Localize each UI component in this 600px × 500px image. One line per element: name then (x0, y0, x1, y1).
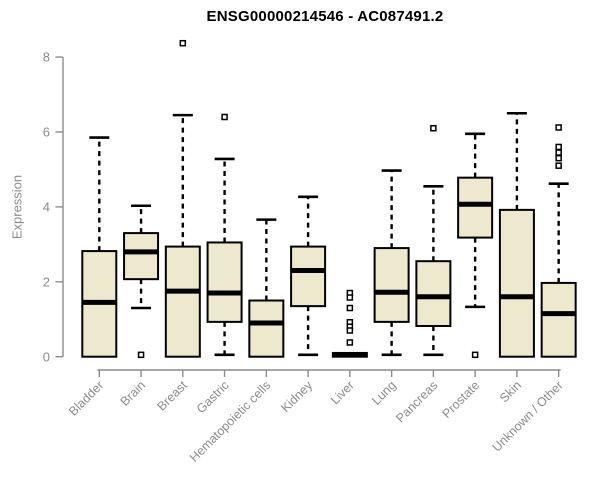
x-category-label-bladder: Bladder (66, 378, 106, 418)
y-tick-label: 0 (43, 349, 50, 364)
y-tick-label: 4 (43, 199, 50, 214)
y-tick-label: 8 (43, 50, 50, 65)
iqr-box (123, 232, 160, 281)
boxplot-prostate (457, 132, 494, 359)
iqr-box (206, 241, 243, 323)
outlier-point (471, 351, 479, 359)
outlier-point (346, 304, 354, 312)
iqr-box (540, 281, 577, 358)
chart-title: ENSG00000214546 - AC087491.2 (206, 8, 444, 25)
outlier-point (555, 149, 562, 156)
x-category-label-brain: Brain (118, 378, 149, 409)
iqr-box (164, 245, 201, 358)
iqr-box (248, 299, 285, 358)
boxplot-skin (498, 111, 535, 358)
boxplot-kidney (290, 195, 327, 357)
x-category-label-breast: Breast (154, 378, 190, 414)
outlier-point (346, 327, 354, 334)
boxplot-liver (331, 289, 368, 358)
x-category-label-kidney: Kidney (278, 378, 315, 415)
outlier-point (555, 154, 562, 162)
outlier-point (555, 162, 562, 169)
iqr-box (290, 245, 327, 308)
iqr-box (415, 260, 452, 327)
x-category-label-lung: Lung (369, 378, 399, 408)
outlier-point (555, 124, 562, 131)
x-category-label-liver: Liver (328, 378, 357, 407)
boxplot-lung (373, 169, 410, 357)
outlier-point (346, 294, 354, 301)
iqr-box (457, 176, 494, 239)
iqr-box (373, 247, 410, 323)
x-category-label-pancreas: Pancreas (393, 378, 440, 425)
x-category-label-prostate: Prostate (439, 378, 482, 421)
x-category-label-gastric: Gastric (194, 378, 232, 416)
y-tick-label: 2 (43, 274, 50, 289)
x-category-label-skin: Skin (497, 378, 524, 405)
boxplot-bladder (81, 136, 118, 358)
outlier-point (346, 339, 354, 346)
boxplot-breast (164, 39, 201, 358)
outlier-point (430, 124, 437, 132)
iqr-box (498, 208, 535, 358)
boxplot-pancreas (415, 124, 452, 357)
boxplot-brain (123, 204, 160, 359)
outlier-point (555, 143, 562, 151)
x-category-label-unknown-other: Unknown / Other (490, 378, 566, 454)
outlier-point (221, 113, 228, 121)
outlier-point (179, 39, 187, 47)
y-tick-label: 6 (43, 125, 50, 140)
boxplot-unknown-other (540, 124, 577, 358)
x-category-label-hematopoietic-cells: Hematopoietic cells (187, 378, 274, 465)
outlier-point (137, 351, 145, 359)
boxplot-gastric (206, 113, 243, 357)
boxplot-hematopoietic-cells (248, 218, 285, 358)
